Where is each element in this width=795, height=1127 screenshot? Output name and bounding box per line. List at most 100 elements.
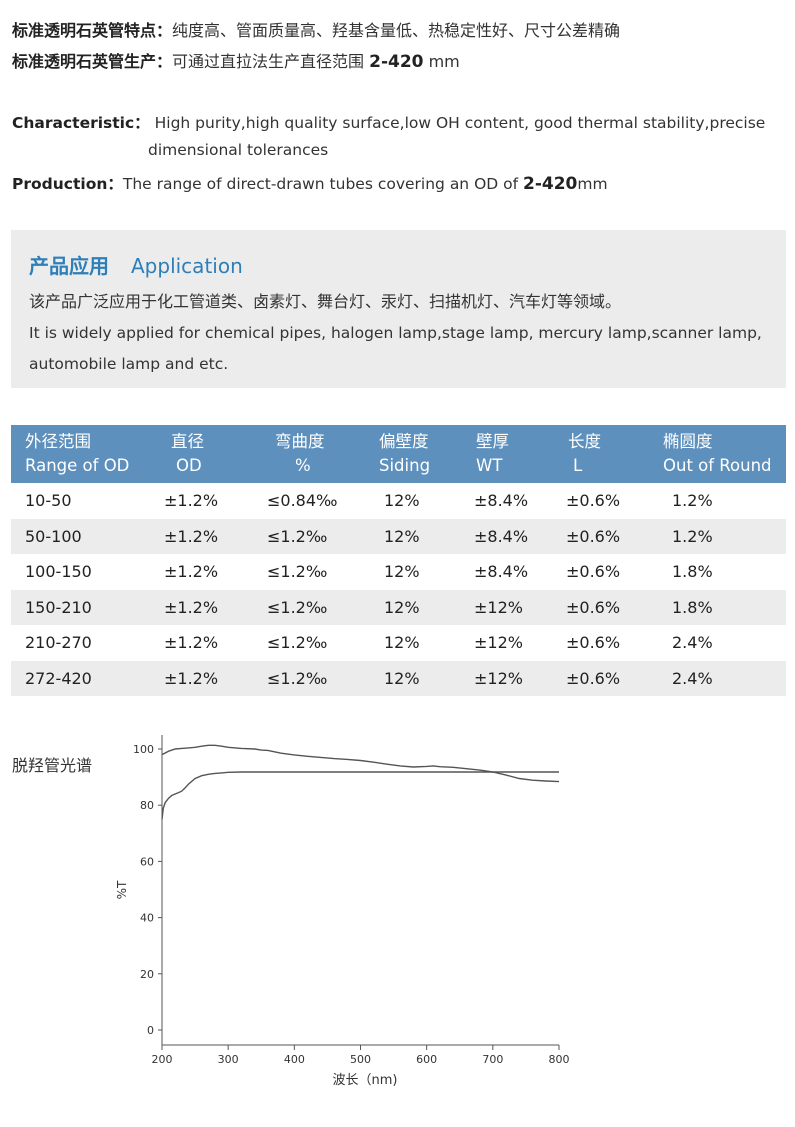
cell-siding: 12% <box>384 526 420 546</box>
cell-length: ±0.6% <box>566 526 621 546</box>
cell-od: ±1.2% <box>164 597 219 617</box>
x-axis-label: 波长（nm) <box>333 1073 398 1088</box>
cell-out-of-round: 1.8% <box>672 562 713 581</box>
header-cn: 偏壁度 <box>379 432 429 451</box>
cell-bend: ≤1.2‰ <box>267 633 328 652</box>
cell-length: ±0.6% <box>566 491 621 510</box>
en-production-unit: mm <box>577 175 608 193</box>
cell-range: 210-270 <box>25 633 92 652</box>
table-row: 150-210 ±1.2% ≤1.2‰ 12% ±12% ±0.6% 1.8% <box>11 589 786 625</box>
header-wt: 壁厚 WT <box>476 430 509 478</box>
application-title-en: Application <box>131 254 243 278</box>
cell-wt: ±12% <box>474 633 523 652</box>
cell-out-of-round: 1.8% <box>672 597 713 617</box>
x-tick-label: 600 <box>416 1053 437 1066</box>
spec-table-header: 外径范围 Range of OD 直径 OD 弯曲度 % 偏壁度 Siding … <box>11 425 786 483</box>
y-tick-label: 20 <box>140 968 154 981</box>
header-siding: 偏壁度 Siding <box>379 430 430 478</box>
header-cn: 弯曲度 <box>275 432 325 451</box>
cell-siding: 12% <box>384 597 420 617</box>
cell-out-of-round: 1.2% <box>672 526 713 546</box>
cell-out-of-round: 1.2% <box>672 491 713 510</box>
cell-length: ±0.6% <box>566 562 621 581</box>
header-en: OD <box>176 456 202 475</box>
cell-wt: ±12% <box>474 597 523 617</box>
header-en: L <box>573 456 583 475</box>
header-bend: 弯曲度 % <box>275 430 325 478</box>
cell-length: ±0.6% <box>566 668 621 688</box>
en-characteristic-line2: dimensional tolerances <box>148 141 329 159</box>
y-ticks: 0 20 40 60 80 100 <box>133 743 162 1037</box>
application-title-cn: 产品应用 <box>29 254 109 278</box>
y-tick-label: 0 <box>147 1024 154 1037</box>
header-cn: 外径范围 <box>25 432 91 451</box>
cn-features-text: 纯度高、管面质量高、羟基含量低、热稳定性好、尺寸公差精确 <box>172 21 621 40</box>
y-tick-label: 60 <box>140 855 154 868</box>
cell-bend: ≤1.2‰ <box>267 668 328 688</box>
header-cn: 直径 <box>171 432 204 451</box>
cell-bend: ≤1.2‰ <box>267 526 328 546</box>
table-row: 100-150 ±1.2% ≤1.2‰ 12% ±8.4% ±0.6% 1.8% <box>11 554 786 590</box>
header-en: % <box>295 456 311 475</box>
cn-production-unit: mm <box>428 52 460 71</box>
cell-od: ±1.2% <box>164 562 219 581</box>
cell-bend: ≤1.2‰ <box>267 597 328 617</box>
cell-od: ±1.2% <box>164 633 219 652</box>
cell-siding: 12% <box>384 491 420 510</box>
en-characteristic-line: Characteristic： High purity,high quality… <box>12 111 765 133</box>
y-axis-label: %T <box>115 880 129 899</box>
cell-out-of-round: 2.4% <box>672 668 713 688</box>
cell-siding: 12% <box>384 562 420 581</box>
cell-od: ±1.2% <box>164 668 219 688</box>
x-tick-label: 500 <box>350 1053 371 1066</box>
cn-production-label: 标准透明石英管生产： <box>12 52 173 71</box>
cn-production-text: 可通过直拉法生产直径范围 <box>172 52 365 71</box>
cell-range: 100-150 <box>25 562 92 581</box>
header-range-of-od: 外径范围 Range of OD <box>25 430 129 478</box>
cell-siding: 12% <box>384 633 420 652</box>
application-text-en: It is widely applied for chemical pipes,… <box>29 324 762 373</box>
header-cn: 长度 <box>568 432 601 451</box>
x-tick-label: 800 <box>549 1053 570 1066</box>
spectrum-label: 脱羟管光谱 <box>12 756 93 775</box>
en-production-label: Production： <box>12 175 123 193</box>
chart-axes <box>161 735 559 1046</box>
y-tick-label: 40 <box>140 912 154 925</box>
y-tick-label: 100 <box>133 743 154 756</box>
cell-siding: 12% <box>384 668 420 688</box>
cell-range: 50-100 <box>25 526 82 546</box>
header-cn: 椭圆度 <box>663 432 713 451</box>
header-od: 直径 OD <box>171 430 204 478</box>
cell-bend: ≤0.84‰ <box>267 491 338 510</box>
cn-production-range: 2-420 <box>369 52 424 72</box>
en-production-range: 2-420 <box>523 174 578 194</box>
cn-production-line: 标准透明石英管生产：可通过直拉法生产直径范围 2-420 mm <box>12 48 460 72</box>
en-production-text: The range of direct-drawn tubes covering… <box>122 175 519 193</box>
application-title: 产品应用 Application <box>29 250 243 279</box>
cell-wt: ±8.4% <box>474 526 529 546</box>
header-cn: 壁厚 <box>476 432 509 451</box>
cell-length: ±0.6% <box>566 633 621 652</box>
header-en: WT <box>476 456 503 475</box>
header-length: 长度 L <box>568 430 601 478</box>
y-tick-label: 80 <box>140 799 154 812</box>
cell-bend: ≤1.2‰ <box>267 562 328 581</box>
table-row: 210-270 ±1.2% ≤1.2‰ 12% ±12% ±0.6% 2.4% <box>11 625 786 661</box>
header-en: Siding <box>379 456 431 475</box>
cell-wt: ±8.4% <box>474 562 529 581</box>
chart-series <box>161 744 560 820</box>
x-tick-label: 200 <box>152 1053 173 1066</box>
x-tick-label: 400 <box>284 1053 305 1066</box>
series-line-1 <box>161 744 560 783</box>
application-text-cn: 该产品广泛应用于化工管道类、卤素灯、舞台灯、汞灯、扫描机灯、汽车灯等领域。 <box>29 292 622 311</box>
en-characteristic-label: Characteristic： <box>12 114 150 132</box>
cell-length: ±0.6% <box>566 597 621 617</box>
application-section: 产品应用 Application 该产品广泛应用于化工管道类、卤素灯、舞台灯、汞灯… <box>11 230 786 388</box>
header-en: Out of Round <box>663 456 772 475</box>
cn-features-label: 标准透明石英管特点： <box>12 21 173 40</box>
header-en: Range of OD <box>25 456 130 475</box>
cell-out-of-round: 2.4% <box>672 633 713 652</box>
table-row: 272-420 ±1.2% ≤1.2‰ 12% ±12% ±0.6% 2.4% <box>11 660 786 696</box>
header-out-of-round: 椭圆度 Out of Round <box>663 430 772 478</box>
